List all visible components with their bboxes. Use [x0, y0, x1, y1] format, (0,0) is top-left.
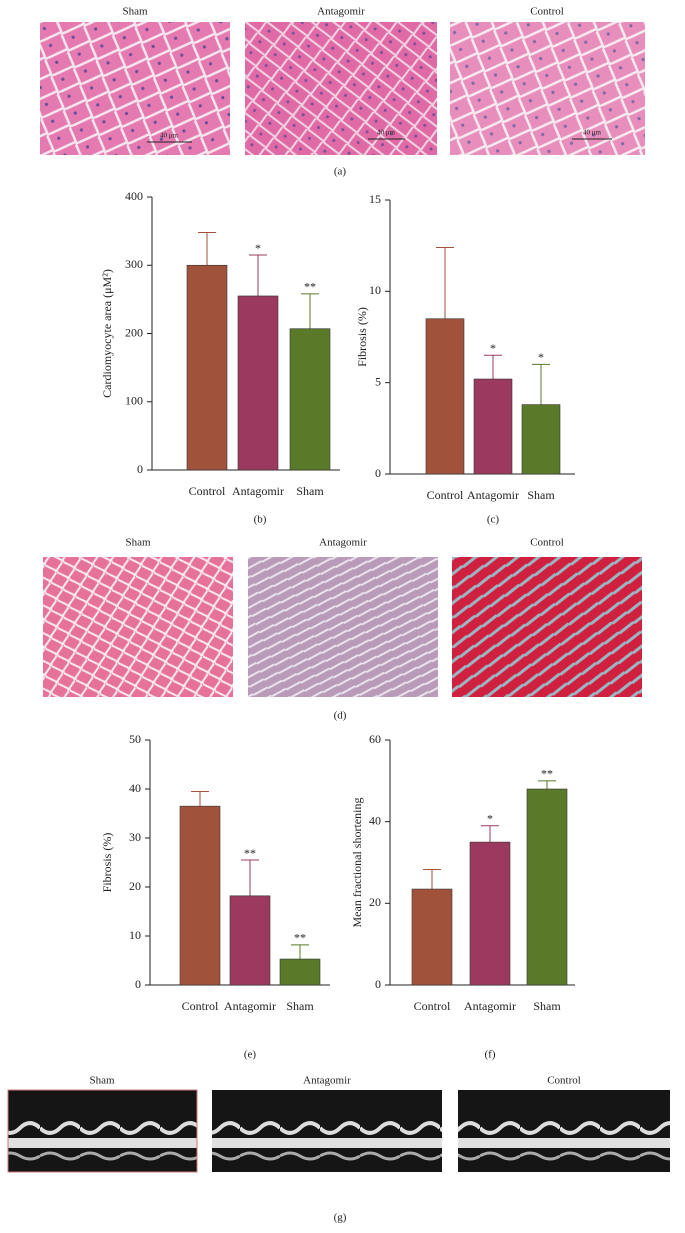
bar	[279, 958, 321, 986]
significance: **	[541, 767, 553, 781]
echo-image	[458, 1090, 670, 1172]
y-tick-label: 200	[125, 325, 143, 339]
y-axis-label: Fibrosis (%)	[355, 307, 369, 367]
bar	[425, 318, 465, 475]
bar	[186, 264, 228, 471]
micrograph	[43, 557, 233, 697]
bar	[229, 895, 271, 986]
significance: *	[255, 241, 261, 255]
bar	[179, 805, 221, 986]
y-tick-label: 20	[369, 895, 381, 909]
image-title: Antagomir	[319, 537, 367, 549]
x-tick-label: Antagomir	[464, 999, 516, 1013]
y-axis-label: Mean fractional shortening	[350, 798, 364, 928]
echo-image	[7, 1089, 198, 1173]
x-tick-label: Control	[427, 488, 464, 502]
significance: *	[490, 341, 496, 355]
bar	[526, 788, 568, 986]
image-title: Control	[530, 537, 564, 549]
significance: *	[538, 350, 544, 364]
y-tick-label: 15	[369, 192, 381, 206]
y-tick-label: 30	[129, 830, 141, 844]
echo-image	[212, 1090, 442, 1172]
image-title: Antagomir	[317, 6, 365, 18]
bar	[469, 841, 511, 986]
panel-label: (e)	[244, 1049, 257, 1061]
panel-label: (c)	[487, 514, 500, 526]
bar	[521, 404, 561, 475]
x-tick-label: Control	[414, 999, 451, 1013]
x-tick-label: Sham	[286, 999, 314, 1013]
y-tick-label: 60	[369, 732, 381, 746]
micrograph	[245, 22, 437, 155]
y-axis-label: Fibrosis (%)	[100, 833, 114, 893]
scale-label: 40 μm	[160, 132, 179, 140]
micrograph	[452, 557, 642, 697]
y-tick-label: 50	[129, 732, 141, 746]
significance: **	[294, 931, 306, 945]
x-tick-label: Antagomir	[467, 488, 519, 502]
image-title: Control	[530, 6, 564, 18]
panel-label: (a)	[334, 166, 347, 178]
image-title: Control	[547, 1075, 581, 1087]
x-tick-label: Sham	[533, 999, 561, 1013]
image-title: Sham	[122, 6, 148, 18]
micrograph	[450, 22, 645, 155]
y-tick-label: 400	[125, 189, 143, 203]
y-tick-label: 5	[375, 374, 381, 388]
image-title: Sham	[89, 1075, 115, 1087]
x-tick-label: Control	[189, 484, 226, 498]
bar	[237, 295, 279, 471]
y-tick-label: 40	[129, 781, 141, 795]
y-tick-label: 300	[125, 257, 143, 271]
panel-label: (b)	[254, 514, 267, 526]
micrograph	[40, 22, 230, 155]
y-tick-label: 40	[369, 813, 381, 827]
x-tick-label: Sham	[296, 484, 324, 498]
panel-label: (g)	[334, 1212, 347, 1224]
micrograph	[248, 557, 438, 697]
image-title: Sham	[125, 537, 151, 549]
y-tick-label: 20	[129, 879, 141, 893]
y-tick-label: 10	[129, 928, 141, 942]
y-axis-label: Cardiomyocyte area (μM²)	[100, 269, 114, 398]
y-tick-label: 0	[137, 462, 143, 476]
panel-label: (d)	[334, 710, 347, 722]
bar	[473, 378, 513, 475]
x-tick-label: Control	[182, 999, 219, 1013]
y-tick-label: 100	[125, 394, 143, 408]
significance: *	[487, 812, 493, 826]
significance: **	[244, 846, 256, 860]
significance: **	[304, 280, 316, 294]
y-tick-label: 0	[135, 977, 141, 991]
scale-label: 40 μm	[377, 129, 396, 137]
x-tick-label: Sham	[527, 488, 555, 502]
bar	[289, 328, 331, 471]
image-title: Antagomir	[303, 1075, 351, 1087]
y-tick-label: 0	[375, 977, 381, 991]
bar	[411, 888, 453, 986]
scale-label: 40 μm	[583, 129, 602, 137]
y-tick-label: 10	[369, 283, 381, 297]
x-tick-label: Antagomir	[232, 484, 284, 498]
panel-label: (f)	[485, 1049, 496, 1061]
x-tick-label: Antagomir	[224, 999, 276, 1013]
y-tick-label: 0	[375, 466, 381, 480]
